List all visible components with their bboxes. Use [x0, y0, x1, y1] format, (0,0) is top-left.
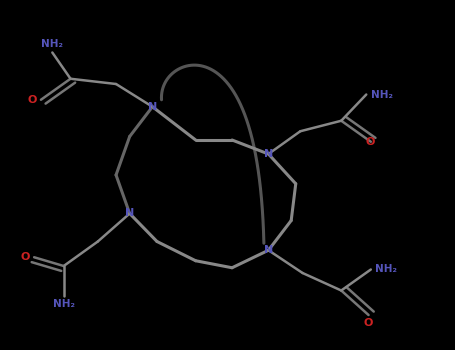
Text: NH₂: NH₂ [41, 39, 63, 49]
Text: O: O [20, 252, 30, 262]
Text: NH₂: NH₂ [53, 299, 75, 309]
Text: O: O [364, 318, 373, 329]
Text: N: N [264, 149, 273, 159]
Text: NH₂: NH₂ [371, 90, 393, 99]
Text: NH₂: NH₂ [375, 265, 397, 274]
Text: N: N [125, 209, 134, 218]
Text: N: N [148, 102, 157, 112]
Text: O: O [27, 95, 36, 105]
Text: N: N [264, 245, 273, 255]
Text: O: O [366, 137, 375, 147]
